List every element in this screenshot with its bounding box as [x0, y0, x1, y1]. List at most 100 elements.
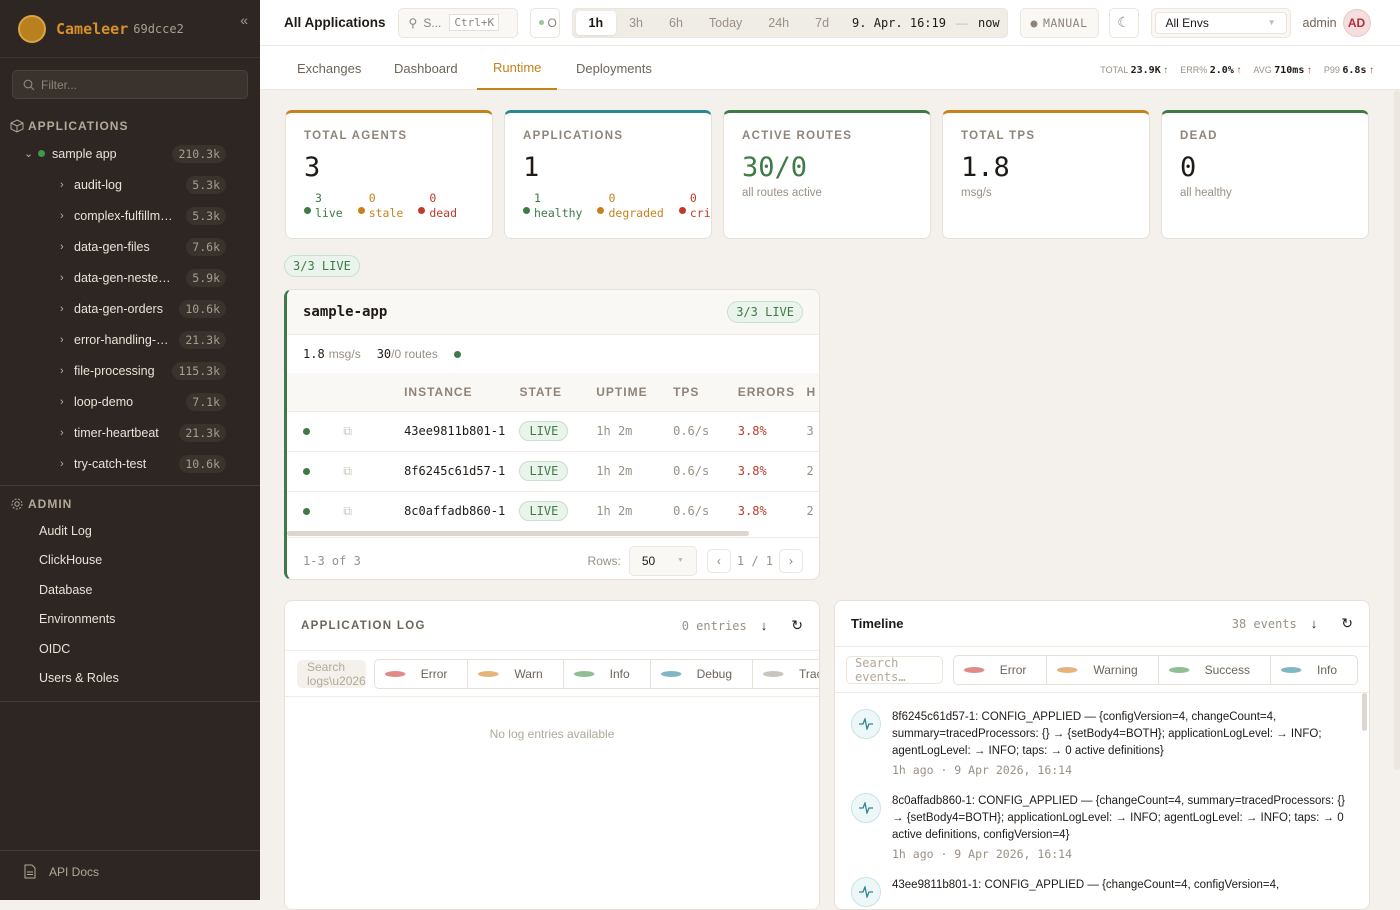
collapse-sidebar-button[interactable]: « [240, 12, 248, 28]
sidebar-admin-item[interactable]: Audit Log [39, 523, 92, 538]
refresh-mode-button[interactable]: ● MANUAL [1019, 7, 1099, 38]
horizontal-scrollbar[interactable] [287, 531, 749, 536]
sidebar-admin-item[interactable]: Database [39, 582, 93, 597]
instance-id[interactable]: 8c0affadb860-1 [390, 490, 520, 531]
sidebar-route-item[interactable]: › timer-heartbeat 21.3k [0, 417, 260, 448]
instance-id[interactable]: 43ee9811b801-1 [390, 410, 520, 451]
filter-chip[interactable]: Success [1159, 655, 1271, 684]
refresh-icon[interactable]: ↻ [791, 617, 803, 633]
sidebar-admin-item[interactable]: Environments [39, 612, 116, 627]
logo-icon [18, 14, 46, 43]
tab-exchanges[interactable]: Exchanges [297, 60, 362, 76]
time-range-option[interactable]: 3h [629, 15, 644, 30]
stat-card: TOTAL AGENTS 3 3 live 0 stale 0 dead [285, 110, 493, 239]
table-row[interactable]: ⧉ 8f6245c61d57-1 LIVE 1h 2m 0.6/s 3.8% 2 [287, 450, 819, 491]
external-link-icon[interactable]: ⧉ [317, 490, 391, 531]
sidebar-admin-item[interactable]: ClickHouse [39, 553, 103, 568]
kpi-strip: TOTAL 23.9K ↑ ERR% 2.0% ↑ AVG 710ms ↑ P99 6… [1100, 65, 1374, 76]
search-button[interactable]: ⚲ S... Ctrl+K [397, 7, 518, 38]
env-select[interactable]: All Envs ▼ [1150, 7, 1291, 38]
sidebar-route-item[interactable]: › try-catch-test 10.6k [0, 448, 260, 479]
route-count-badge: 7.6k [186, 237, 226, 256]
timeline-event[interactable]: 43ee9811b801-1: CONFIG_APPLIED — {change… [835, 877, 1369, 907]
api-docs-link[interactable]: API Docs [24, 864, 99, 879]
timeline-event[interactable]: 8f6245c61d57-1: CONFIG_APPLIED — {config… [835, 709, 1369, 777]
tab-deployments[interactable]: Deployments [576, 60, 652, 76]
log-search-input[interactable]: Search logs\u2026 [297, 659, 366, 688]
filter-chip[interactable]: Error [375, 659, 469, 688]
sidebar-app-sample-app[interactable]: ⌄ sample app 210.3k [0, 138, 260, 169]
column-header[interactable]: INSTANCE [390, 373, 520, 411]
timeline-event[interactable]: 8c0affadb860-1: CONFIG_APPLIED — {change… [835, 793, 1369, 861]
tab-dashboard[interactable]: Dashboard [394, 60, 458, 76]
column-header[interactable]: H [806, 373, 819, 411]
time-range-option[interactable]: 7d [815, 15, 830, 30]
theme-toggle-button[interactable]: ☾ [1108, 7, 1139, 38]
time-range-option[interactable]: 6h [669, 15, 683, 30]
route-count-badge: 5.9k [186, 268, 226, 287]
column-header[interactable] [287, 373, 318, 411]
timeline-search-input[interactable]: Search events… [846, 655, 943, 684]
filter-chip[interactable]: Warn [468, 659, 564, 688]
sidebar-route-item[interactable]: › data-gen-neste… 5.9k [0, 262, 260, 293]
time-range-picker[interactable]: 1h 3h 6h Today 24h 7d 9. Apr. 16:19 — now [571, 7, 1008, 38]
sidebar-route-item[interactable]: › data-gen-files 7.6k [0, 231, 260, 262]
column-header[interactable]: STATE [519, 373, 597, 411]
filter-chip[interactable]: Debug [651, 659, 754, 688]
avatar[interactable]: AD [1342, 8, 1371, 37]
status-button[interactable]: O [529, 7, 560, 38]
cube-icon [10, 119, 24, 133]
vertical-scrollbar[interactable] [1362, 693, 1367, 731]
arrow-down-icon[interactable]: ↓ [1310, 616, 1318, 631]
sidebar-route-item[interactable]: › audit-log 5.3k [0, 169, 260, 200]
route-name: data-gen-orders [74, 301, 163, 316]
time-range-option[interactable]: Today [708, 15, 743, 30]
table-row[interactable]: ⧉ 43ee9811b801-1 LIVE 1h 2m 0.6/s 3.8% 3 [287, 410, 819, 451]
sidebar-route-item[interactable]: › loop-demo 7.1k [0, 386, 260, 417]
table-row[interactable]: ⧉ 8c0affadb860-1 LIVE 1h 2m 0.6/s 3.8% 2 [287, 490, 819, 531]
card-label: TOTAL TPS [961, 130, 1036, 142]
column-header[interactable] [317, 373, 391, 411]
sidebar-route-item[interactable]: › file-processing 115.3k [0, 355, 260, 386]
search-label: S... [423, 15, 442, 30]
admin-section[interactable]: ADMIN [0, 492, 260, 516]
time-range-option[interactable]: 1h [575, 10, 617, 35]
filter-chip[interactable]: Info [1271, 656, 1357, 684]
filter-chip[interactable]: Info [564, 659, 651, 688]
sidebar-route-item[interactable]: › error-handling-… 21.3k [0, 324, 260, 355]
next-page-button[interactable]: › [779, 548, 803, 573]
page-scrollbar[interactable] [1394, 90, 1400, 770]
app-name[interactable]: sample-app [303, 304, 388, 320]
log-title: APPLICATION LOG [301, 619, 426, 632]
rows-per-page-select[interactable]: 50 ▼ [628, 545, 697, 576]
status-dot [597, 207, 605, 215]
filter-chip[interactable]: Warning [1047, 655, 1159, 684]
column-header[interactable]: UPTIME [596, 373, 674, 411]
sidebar-route-item[interactable]: › data-gen-orders 10.6k [0, 293, 260, 324]
user-name[interactable]: admin [1302, 15, 1337, 30]
tab-runtime[interactable]: Runtime [477, 46, 558, 90]
time-range-option[interactable]: 24h [768, 15, 790, 30]
level-dot [763, 670, 785, 677]
sidebar-admin-item[interactable]: Users & Roles [39, 671, 119, 686]
sidebar-admin-item[interactable]: OIDC [39, 641, 71, 656]
filter-chip[interactable]: Error [954, 655, 1048, 684]
arrow-down-icon[interactable]: ↓ [760, 618, 768, 633]
event-time: 1h ago · 9 Apr 2026, 16:14 [892, 763, 1073, 777]
range-from[interactable]: 9. Apr. 16:19 [852, 15, 946, 30]
column-header[interactable]: ERRORS [737, 373, 807, 411]
applications-section[interactable]: APPLICATIONS [0, 114, 260, 138]
prev-page-button[interactable]: ‹ [706, 548, 731, 573]
instance-id[interactable]: 8f6245c61d57-1 [390, 450, 520, 491]
external-link-icon[interactable]: ⧉ [317, 450, 391, 491]
filter-chip[interactable]: Trace [753, 660, 819, 688]
refresh-icon[interactable]: ↻ [1341, 615, 1353, 631]
section-label: APPLICATIONS [28, 119, 129, 133]
column-header[interactable]: TPS [673, 373, 738, 411]
sidebar-filter-input[interactable]: Filter... [12, 70, 248, 99]
card-stat: 1 healthy [523, 191, 582, 221]
range-to[interactable]: now [977, 15, 1000, 30]
external-link-icon[interactable]: ⧉ [317, 410, 391, 451]
sidebar-route-item[interactable]: › complex-fulfillm… 5.3k [0, 200, 260, 231]
log-search-placeholder: Search logs\u2026 [307, 659, 366, 688]
